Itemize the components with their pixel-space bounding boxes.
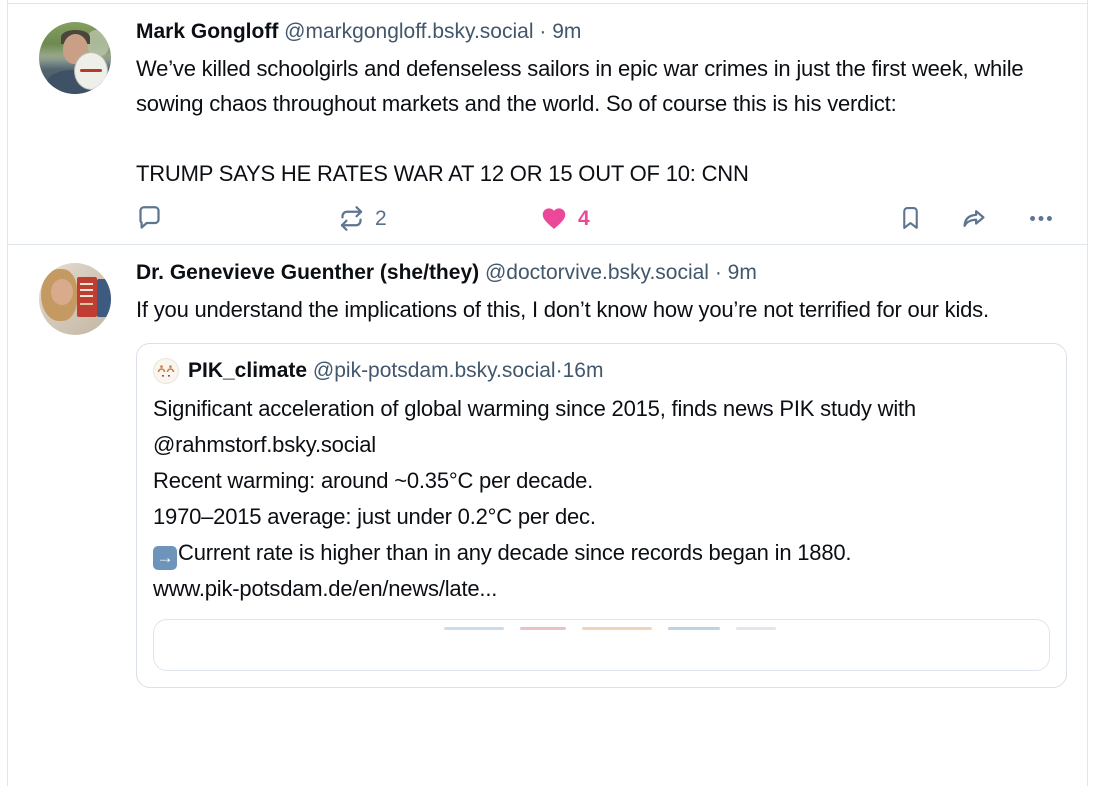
chart-image-top-sliver — [444, 627, 776, 630]
post-text: If you understand the implications of th… — [136, 292, 1067, 327]
timestamp[interactable]: 9m — [552, 20, 582, 43]
quote-embedded-image[interactable] — [153, 619, 1050, 671]
author-handle[interactable]: @pik-potsdam.bsky.social — [312, 359, 556, 382]
pik-logo-icon — [157, 364, 175, 377]
more-options-button[interactable] — [1027, 205, 1055, 232]
like-count: 4 — [578, 206, 590, 230]
quote-text: Significant acceleration of global warmi… — [153, 391, 1050, 607]
post-content: Mark Gongloff @markgongloff.bsky.social … — [136, 18, 1067, 232]
heart-icon-filled — [542, 208, 566, 230]
like-button[interactable]: 4 — [540, 205, 590, 232]
right-arrow-emoji: → — [153, 546, 177, 570]
separator-dot: · — [714, 261, 722, 284]
author-name[interactable]: Mark Gongloff — [136, 20, 279, 43]
quoted-post-pik-climate[interactable]: PIK_climate @pik-potsdam.bsky.social · 1… — [136, 343, 1067, 688]
share-button[interactable] — [961, 205, 989, 232]
avatar[interactable] — [39, 22, 111, 94]
post-header: Dr. Genevieve Guenther (she/they) @docto… — [136, 259, 1067, 287]
post-paragraph: TRUMP SAYS HE RATES WAR AT 12 OR 15 OUT … — [136, 161, 749, 186]
repost-count: 2 — [375, 206, 387, 230]
reply-icon — [139, 206, 160, 229]
engagement-bar: 2 4 — [136, 205, 1067, 232]
bookmark-button[interactable] — [898, 205, 923, 232]
avatar-face — [51, 279, 73, 305]
timestamp[interactable]: 16m — [562, 359, 604, 382]
share-icon — [963, 210, 985, 227]
quote-line[interactable]: Significant acceleration of global warmi… — [153, 396, 916, 457]
avatar[interactable] — [153, 358, 179, 384]
author-name[interactable]: Dr. Genevieve Guenther (she/they) — [136, 261, 480, 284]
author-name[interactable]: PIK_climate — [188, 359, 308, 382]
avatar-background — [87, 30, 109, 56]
avatar-book — [97, 279, 111, 317]
bookmark-icon — [903, 207, 918, 229]
post-genevieve-guenther: Dr. Genevieve Guenther (she/they) @docto… — [8, 244, 1087, 700]
post-header: Mark Gongloff @markgongloff.bsky.social … — [136, 18, 1067, 46]
quote-header: PIK_climate @pik-potsdam.bsky.social · 1… — [153, 357, 1050, 385]
post-content: Dr. Genevieve Guenther (she/they) @docto… — [136, 259, 1067, 688]
author-handle[interactable]: @markgongloff.bsky.social — [284, 20, 534, 43]
feed-column: Mark Gongloff @markgongloff.bsky.social … — [7, 0, 1088, 786]
quote-link[interactable]: www.pik-potsdam.de/en/news/late... — [153, 576, 498, 601]
separator-dot: · — [539, 20, 547, 43]
post-paragraph: If you understand the implications of th… — [136, 297, 989, 322]
repost-icon — [340, 206, 363, 231]
author-handle[interactable]: @doctorvive.bsky.social — [484, 261, 709, 284]
ellipsis-icon — [1030, 216, 1052, 221]
separator-dot: · — [555, 359, 563, 382]
quote-line: Recent warming: around ~0.35°C per decad… — [153, 468, 594, 493]
quote-line: → Current rate is higher than in any deca… — [153, 535, 1050, 571]
reply-button[interactable] — [136, 205, 163, 232]
avatar[interactable] — [39, 263, 111, 335]
post-text: We’ve killed schoolgirls and defenseless… — [136, 51, 1067, 191]
post-mark-gongloff: Mark Gongloff @markgongloff.bsky.social … — [8, 4, 1087, 244]
avatar-thermometer — [74, 52, 108, 90]
quote-line: 1970–2015 average: just under 0.2°C per … — [153, 504, 596, 529]
repost-button[interactable]: 2 — [338, 205, 387, 232]
post-paragraph: We’ve killed schoolgirls and defenseless… — [136, 56, 1024, 116]
avatar-book — [77, 277, 97, 317]
timestamp[interactable]: 9m — [727, 261, 757, 284]
feed-divider — [8, 3, 1087, 4]
